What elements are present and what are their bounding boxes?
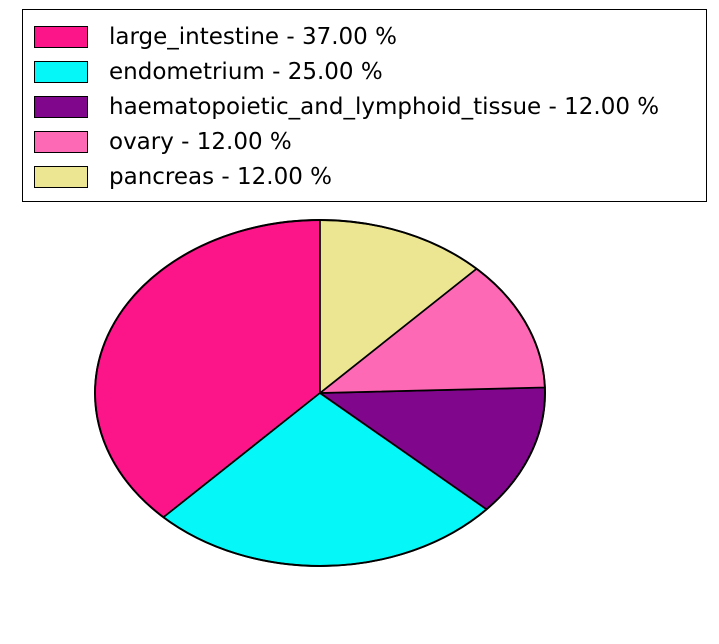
legend-item-haematopoietic-and-lymphoid-tissue[interactable]: haematopoietic_and_lymphoid_tissue - 12.… [23, 89, 706, 124]
legend-swatch-icon [34, 130, 88, 153]
legend-swatch-icon [34, 165, 88, 188]
legend-swatch-icon [34, 95, 88, 118]
legend-item-label: haematopoietic_and_lymphoid_tissue - 12.… [109, 93, 660, 120]
legend-item-ovary[interactable]: ovary - 12.00 % [23, 124, 706, 159]
pie-slice-group [94, 219, 546, 567]
legend-swatch-icon [34, 25, 88, 48]
legend-swatch-icon [34, 60, 88, 83]
legend-item-label: endometrium - 25.00 % [109, 58, 383, 85]
chart-legend: large_intestine - 37.00 % endometrium - … [22, 9, 707, 202]
pie-outline [94, 219, 546, 567]
legend-item-large-intestine[interactable]: large_intestine - 37.00 % [23, 19, 706, 54]
legend-item-pancreas[interactable]: pancreas - 12.00 % [23, 159, 706, 194]
legend-item-label: ovary - 12.00 % [109, 128, 292, 155]
legend-item-endometrium[interactable]: endometrium - 25.00 % [23, 54, 706, 89]
legend-item-label: large_intestine - 37.00 % [109, 23, 397, 50]
legend-item-label: pancreas - 12.00 % [109, 163, 333, 190]
